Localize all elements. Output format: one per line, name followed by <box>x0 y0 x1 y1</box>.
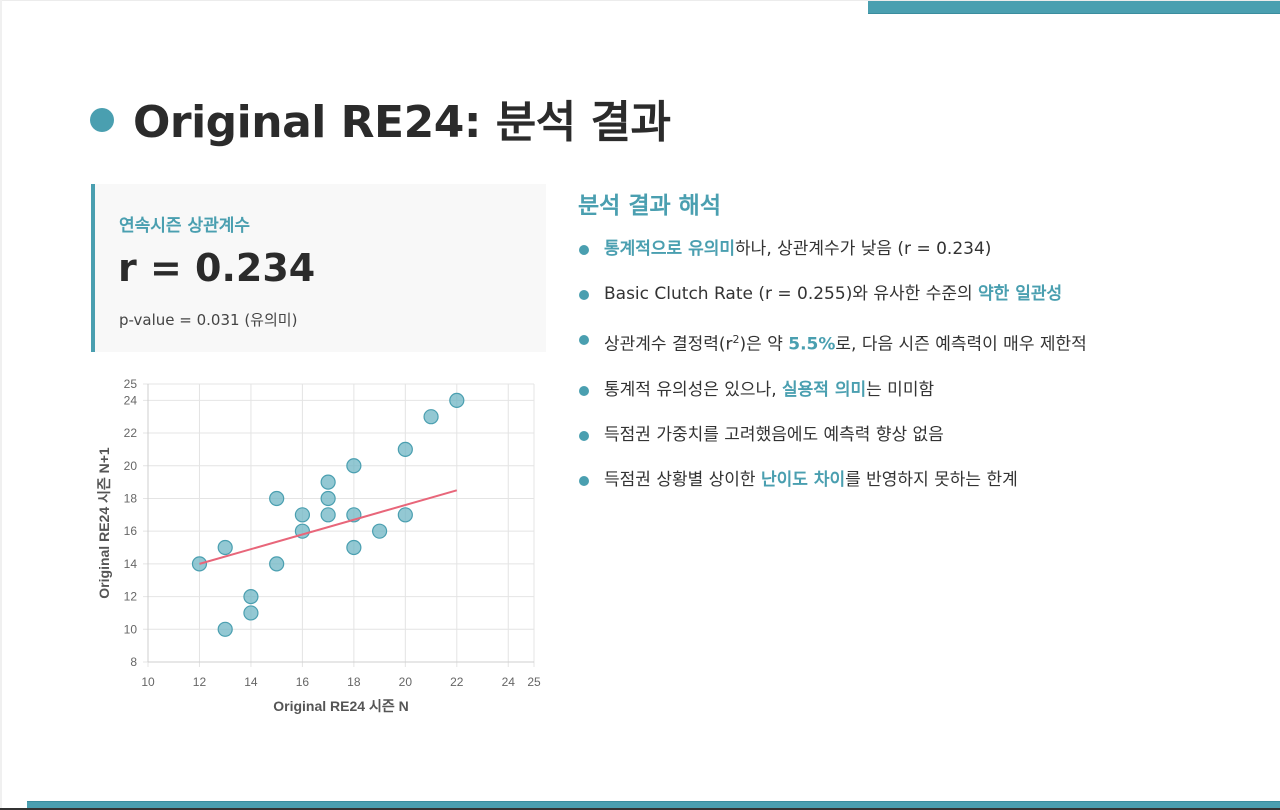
bullet-text: Basic Clutch Rate (r = 0.255)와 유사한 수준의 <box>604 284 979 304</box>
data-point <box>320 474 336 490</box>
bullet-text: 득점권 가중치를 고려했음에도 예측력 향상 없음 <box>604 424 944 445</box>
data-point <box>243 588 259 605</box>
highlight-text: 난이도 차이 <box>760 469 846 490</box>
svg-text:22: 22 <box>450 675 464 689</box>
slide-header: Original RE24: 분석 결과 <box>90 86 671 150</box>
bullet-item: 통계적 유의성은 있으나, 실용적 의미는 미미함 <box>578 377 1123 404</box>
data-point <box>423 409 439 425</box>
chart-tick-labels: 10 12 14 16 18 20 22 24 25 8 10 12 14 16 18 20 22 24 25 <box>124 377 541 689</box>
svg-text:16: 16 <box>124 524 138 538</box>
chart-points <box>191 392 465 637</box>
chart-grid <box>143 383 535 667</box>
svg-text:10: 10 <box>141 675 155 689</box>
data-point <box>397 507 413 523</box>
svg-text:24: 24 <box>124 393 138 407</box>
highlight-text: 통계적으로 유의미 <box>604 239 736 259</box>
data-point <box>294 507 310 523</box>
svg-text:22: 22 <box>124 426 138 440</box>
x-axis-label: Original RE24 시즌 N <box>273 698 408 714</box>
svg-text:20: 20 <box>124 459 138 473</box>
svg-text:25: 25 <box>527 675 541 689</box>
bullet-item: 득점권 가중치를 고려했음에도 예측력 향상 없음 <box>578 422 1123 449</box>
bullet-item: 득점권 상황별 상이한 난이도 차이를 반영하지 못하는 한계 <box>578 467 1123 494</box>
bullet-text: )은 약 <box>739 334 789 355</box>
svg-text:14: 14 <box>244 675 258 689</box>
data-point <box>217 539 233 556</box>
svg-text:12: 12 <box>193 675 207 689</box>
data-point <box>346 539 362 556</box>
chart-trendline <box>199 489 458 565</box>
top-accent-bar <box>868 1 1280 14</box>
data-point <box>346 458 362 474</box>
svg-text:18: 18 <box>347 675 361 689</box>
bullet-dot-icon <box>579 290 589 300</box>
highlight-text: 약한 일관성 <box>978 284 1063 304</box>
stat-value: r = 0.234 <box>118 246 316 290</box>
data-point <box>320 490 336 507</box>
highlight-text: 실용적 의미 <box>782 379 867 400</box>
data-point <box>217 621 233 637</box>
bullet-dot-icon <box>579 430 589 441</box>
svg-text:25: 25 <box>124 377 138 391</box>
superscript: 2 <box>732 333 740 346</box>
data-point <box>320 507 336 523</box>
bottom-edge <box>0 808 1280 810</box>
svg-text:20: 20 <box>399 675 413 689</box>
bullet-dot-icon <box>579 245 589 255</box>
bullet-item: 상관계수 결정력(r2)은 약 5.5%로, 다음 시즌 예측력이 매우 제한적 <box>578 326 1123 359</box>
bottom-accent-bar <box>27 801 1280 808</box>
bullet-text: 통계적 유의성은 있으나, <box>604 379 783 400</box>
y-axis-label: Original RE24 시즌 N+1 <box>96 447 112 599</box>
analysis-title: 분석 결과 해석 <box>578 193 721 219</box>
bullet-text: 는 미미함 <box>866 379 935 400</box>
bullet-text: 상관계수 결정력(r <box>604 334 733 355</box>
bullet-text: 득점권 상황별 상이한 <box>604 469 761 490</box>
stat-pvalue: p-value = 0.031 (유의미) <box>119 311 298 329</box>
data-point <box>269 556 285 572</box>
bullet-text: 를 반영하지 못하는 한계 <box>845 469 1018 490</box>
data-point <box>269 490 285 507</box>
data-point <box>372 523 388 539</box>
top-edge <box>0 0 1280 1</box>
title-bullet-icon <box>90 108 114 132</box>
bullet-text: 로, 다음 시즌 예측력이 매우 제한적 <box>835 334 1087 355</box>
bullet-item: 통계적으로 유의미하나, 상관계수가 낮음 (r = 0.234) <box>578 236 1123 263</box>
svg-text:8: 8 <box>130 655 137 669</box>
data-point <box>397 441 413 458</box>
slide-title: Original RE24: 분석 결과 <box>133 97 671 148</box>
highlight-text: 5.5% <box>788 334 836 355</box>
bullet-dot-icon <box>579 475 589 486</box>
bullet-item: Basic Clutch Rate (r = 0.255)와 유사한 수준의 약… <box>578 281 1123 308</box>
data-point <box>449 392 465 408</box>
left-edge <box>0 0 2 810</box>
data-point <box>243 605 259 621</box>
svg-text:14: 14 <box>124 557 138 571</box>
svg-text:16: 16 <box>296 675 310 689</box>
bullet-text: 하나, 상관계수가 낮음 (r = 0.234) <box>735 239 992 259</box>
bullet-dot-icon <box>579 385 589 396</box>
scatter-chart: 10 12 14 16 18 20 22 24 25 8 10 12 14 16 18 20 22 24 25 Or… <box>96 377 541 714</box>
svg-text:12: 12 <box>124 590 138 604</box>
analysis-bullet-list: 통계적으로 유의미하나, 상관계수가 낮음 (r = 0.234) Basic … <box>578 236 1123 512</box>
svg-text:18: 18 <box>124 491 138 505</box>
correlation-stat-card: 연속시즌 상관계수 r = 0.234 p-value = 0.031 (유의미… <box>91 184 546 352</box>
stat-label: 연속시즌 상관계수 <box>119 216 251 236</box>
bullet-dot-icon <box>579 335 589 345</box>
svg-text:10: 10 <box>124 622 138 636</box>
chart-axes <box>147 384 534 663</box>
svg-text:24: 24 <box>502 675 516 689</box>
